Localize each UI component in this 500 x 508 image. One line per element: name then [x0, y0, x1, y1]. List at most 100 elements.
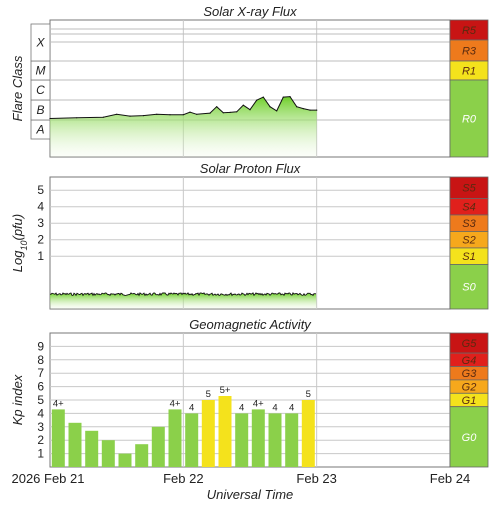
xray-flux-point [309, 109, 311, 111]
proton-ytick: 3 [37, 216, 44, 230]
xray-class-label-a: A [35, 123, 44, 137]
xray-flux-point [289, 96, 291, 98]
xray-flux-point [222, 112, 224, 114]
xray-flux-point [169, 114, 171, 116]
proton-ytick: 2 [37, 233, 44, 247]
xray-scale-label-r0: R0 [462, 114, 477, 126]
proton-flux-area [50, 292, 317, 309]
xray-scale-label-r1: R1 [462, 66, 476, 78]
kp-bar [51, 409, 65, 467]
xaxis-tick: Feb 22 [163, 471, 203, 486]
xaxis-label: Universal Time [207, 487, 294, 502]
kp-bar [201, 400, 215, 467]
proton-scale-label-s3: S3 [462, 218, 476, 230]
kp-bar-label: 4 [272, 402, 277, 413]
xray-flux-point [182, 114, 184, 116]
xray-flux-point [242, 104, 244, 106]
kp-bar [68, 422, 82, 467]
kp-bar-label: 5 [306, 389, 311, 400]
xray-title: Solar X-ray Flux [203, 4, 297, 19]
geomag-ytick: 5 [37, 393, 44, 407]
geomag-scale-label-g3: G3 [462, 368, 478, 380]
kp-bar [118, 453, 132, 467]
xray-flux-point [236, 111, 238, 113]
kp-bar [185, 413, 199, 467]
proton-ylabel-part: Log [10, 250, 25, 272]
kp-bar-label: 4+ [253, 398, 264, 409]
xray-flux-point [282, 96, 284, 98]
xaxis-tick: Feb 23 [296, 471, 336, 486]
geomag-ytick: 4 [37, 406, 44, 420]
geomag-ytick: 3 [37, 420, 44, 434]
xaxis-tick: 2026 Feb 21 [11, 471, 84, 486]
geomag-title: Geomagnetic Activity [189, 317, 312, 332]
proton-scale-s0 [449, 264, 489, 310]
kp-bar [135, 444, 149, 467]
proton-title: Solar Proton Flux [200, 161, 301, 176]
xray-flux-point [189, 111, 191, 113]
geomag-ytick: 9 [37, 339, 44, 353]
geomag-scale-label-g5: G5 [462, 338, 478, 350]
kp-bar-label: 4+ [53, 398, 64, 409]
kp-bar-label: 4 [189, 402, 194, 413]
kp-bar [218, 396, 232, 467]
geomag-scale-label-g0: G0 [462, 432, 478, 444]
proton-scale-label-s5: S5 [462, 183, 476, 195]
kp-bar-label: 5+ [220, 385, 231, 396]
xray-flux-point [229, 111, 231, 113]
proton-scale-label-s1: S1 [462, 251, 475, 263]
kp-bar [235, 413, 249, 467]
proton-ylabel-part: (pfu) [10, 214, 25, 241]
xray-scale-label-r5: R5 [462, 25, 477, 37]
geomag-ytick: 6 [37, 380, 44, 394]
xray-flux-point [249, 109, 251, 111]
xray-flux-point [216, 106, 218, 108]
proton-ytick: 1 [37, 249, 44, 263]
kp-bar-label: 4+ [170, 398, 181, 409]
xray-flux-point [49, 117, 51, 120]
xray-flux-point [276, 110, 278, 112]
xray-flux-point [102, 116, 104, 118]
kp-bar [168, 409, 182, 467]
geomag-scale-label-g2: G2 [462, 382, 477, 394]
kp-bar [285, 413, 299, 467]
xray-class-label-b: B [36, 103, 44, 117]
kp-bar-label: 4 [239, 402, 244, 413]
xray-flux-point [209, 112, 211, 114]
xray-flux-point [196, 113, 198, 115]
xray-scale-r0 [449, 79, 489, 158]
kp-bar [101, 440, 115, 467]
geomag-scale-label-g4: G4 [462, 355, 477, 367]
xray-flux-point [156, 113, 158, 115]
geomag-scale-g0 [449, 406, 489, 468]
xray-flux-area [50, 96, 317, 157]
geomag-ytick: 1 [37, 447, 44, 461]
kp-bar-label: 4 [289, 402, 294, 413]
plot-area-proton [49, 176, 451, 310]
proton-ylabel: Log10(pfu) [10, 214, 29, 272]
kp-bar [251, 409, 265, 467]
xray-flux-point [256, 99, 258, 101]
proton-ytick: 5 [37, 183, 44, 197]
xray-flux-point [76, 117, 78, 119]
xray-flux-point [262, 96, 264, 98]
proton-ylabel-sub: 10 [19, 241, 29, 251]
proton-flux-line [49, 292, 317, 297]
xray-class-label-x: X [35, 36, 45, 50]
kp-bar [151, 426, 165, 467]
proton-scale-label-s0: S0 [462, 282, 476, 294]
proton-ytick: 4 [37, 200, 44, 214]
xray-flux-point [269, 106, 271, 108]
geomag-ytick: 8 [37, 353, 44, 367]
xray-flux-point [116, 113, 118, 115]
xaxis-tick: Feb 24 [430, 471, 470, 486]
geomag-scale-label-g1: G1 [462, 395, 477, 407]
geomag-ytick: 2 [37, 433, 44, 447]
xray-flux-point [129, 115, 131, 117]
proton-scale-label-s2: S2 [462, 235, 475, 247]
xray-flux-line [49, 96, 317, 119]
xray-scale-label-r3: R3 [462, 46, 477, 58]
xray-flux-point [316, 109, 318, 111]
